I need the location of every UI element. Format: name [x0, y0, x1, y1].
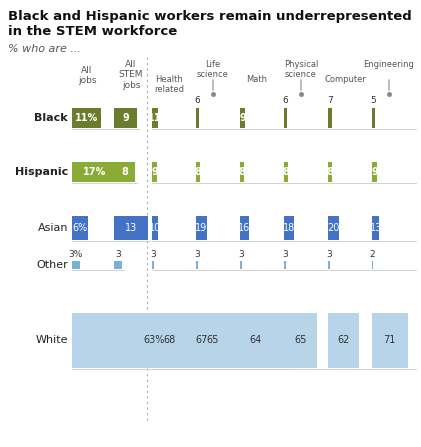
Bar	[284, 108, 288, 128]
Bar	[114, 312, 288, 367]
Bar	[114, 108, 137, 128]
Text: 62: 62	[337, 335, 350, 345]
Text: 3: 3	[115, 250, 121, 259]
Text: 20: 20	[328, 223, 340, 233]
Text: 65: 65	[206, 335, 218, 345]
Text: 18: 18	[283, 223, 295, 233]
Text: 3%: 3%	[69, 250, 83, 259]
Text: Other: Other	[36, 260, 68, 270]
Text: Black: Black	[35, 113, 68, 123]
Bar	[72, 312, 236, 367]
Bar	[72, 108, 101, 128]
Bar	[196, 108, 200, 128]
Bar	[196, 261, 198, 269]
Text: 3: 3	[326, 250, 332, 259]
Bar	[196, 312, 229, 367]
Bar	[196, 216, 207, 240]
Bar	[72, 162, 116, 182]
Text: 8: 8	[327, 167, 334, 177]
Text: 6: 6	[283, 96, 288, 105]
Text: 7: 7	[327, 96, 333, 105]
Text: 8: 8	[121, 167, 128, 177]
Text: 11: 11	[148, 113, 162, 123]
Bar	[240, 108, 245, 128]
Text: White: White	[35, 335, 68, 345]
Text: 13: 13	[125, 223, 137, 233]
Text: 2: 2	[370, 250, 376, 259]
Text: in the STEM workforce: in the STEM workforce	[8, 25, 177, 38]
Text: 3: 3	[282, 250, 288, 259]
Bar	[240, 261, 242, 269]
Bar	[284, 162, 288, 182]
Bar	[240, 162, 245, 182]
Bar	[114, 216, 148, 240]
Text: 3: 3	[194, 250, 200, 259]
Bar	[114, 162, 135, 182]
Bar	[114, 261, 122, 269]
Text: Engineering: Engineering	[364, 60, 414, 69]
Text: 65: 65	[294, 335, 306, 345]
Text: Physical
science: Physical science	[284, 60, 318, 80]
Bar	[372, 261, 373, 269]
Bar	[152, 216, 157, 240]
Text: 63%: 63%	[143, 335, 165, 345]
Text: 6%: 6%	[72, 223, 88, 233]
Bar	[72, 216, 88, 240]
Text: 11%: 11%	[75, 113, 98, 123]
Bar	[152, 261, 154, 269]
Text: 6: 6	[195, 96, 200, 105]
Text: 5: 5	[370, 96, 376, 105]
Text: 67: 67	[195, 335, 207, 345]
Bar	[152, 162, 157, 182]
Bar	[328, 162, 333, 182]
Text: 68: 68	[163, 335, 175, 345]
Text: 8: 8	[195, 167, 202, 177]
Bar	[372, 108, 375, 128]
Bar	[328, 312, 359, 367]
Text: 64: 64	[250, 335, 262, 345]
Text: Life
science: Life science	[197, 60, 229, 80]
Bar	[196, 162, 200, 182]
Bar	[372, 216, 379, 240]
Bar	[372, 162, 377, 182]
Text: Hispanic: Hispanic	[15, 167, 68, 177]
Bar	[152, 312, 186, 367]
Bar	[328, 216, 339, 240]
Text: 16: 16	[238, 223, 250, 233]
Bar	[284, 261, 286, 269]
Bar	[240, 216, 249, 240]
Text: Health
related: Health related	[154, 75, 184, 94]
Text: 3: 3	[238, 250, 244, 259]
Text: 9: 9	[151, 167, 158, 177]
Text: Computer: Computer	[324, 75, 366, 84]
Bar	[328, 108, 332, 128]
Text: 17%: 17%	[83, 167, 106, 177]
Bar	[328, 261, 330, 269]
Bar	[240, 312, 272, 367]
Text: 13: 13	[370, 223, 382, 233]
Text: Black and Hispanic workers remain underrepresented: Black and Hispanic workers remain underr…	[8, 10, 412, 23]
Text: 8: 8	[283, 167, 290, 177]
Text: 10: 10	[149, 223, 161, 233]
Bar	[284, 216, 294, 240]
Text: All
STEM
jobs: All STEM jobs	[119, 60, 143, 90]
Text: 3: 3	[150, 250, 156, 259]
Text: 8: 8	[239, 167, 246, 177]
Text: Math: Math	[247, 75, 267, 84]
Text: 9: 9	[239, 113, 246, 123]
Bar	[284, 312, 317, 367]
Text: 19: 19	[195, 223, 208, 233]
Text: All
jobs: All jobs	[78, 66, 96, 85]
Text: % who are ...: % who are ...	[8, 44, 81, 54]
Bar	[372, 312, 408, 367]
Text: 71: 71	[384, 335, 396, 345]
Text: 9: 9	[371, 167, 378, 177]
Text: 9: 9	[123, 113, 129, 123]
Bar	[72, 261, 80, 269]
Bar	[152, 108, 158, 128]
Text: Asian: Asian	[37, 223, 68, 233]
